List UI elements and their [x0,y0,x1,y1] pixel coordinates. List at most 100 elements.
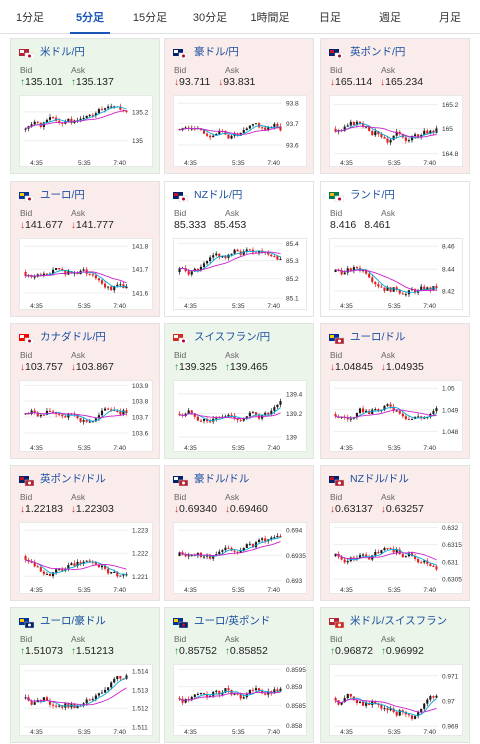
mini-candlestick-chart[interactable]: 103.9 103.8 103.7 103.6 4:35 5:35 7:40 [19,380,153,452]
bid-price: 139.325 [179,361,217,373]
candle-body [100,410,104,416]
candle-body [94,562,97,565]
candle-body [61,569,64,571]
flag-icon [173,473,189,487]
currency-pair-link[interactable]: ユーロ/英ポンド [173,613,270,629]
candle-body [178,129,181,131]
x-tick-label: 7:40 [423,303,436,310]
mini-candlestick-chart[interactable]: 93.8 93.7 93.6 4:35 5:35 7:40 [173,95,307,167]
candle-body [257,688,261,692]
x-tick-label: 4:35 [340,303,353,310]
candle-body [39,567,42,572]
price-row: ↑0.85752 ↑0.85852 [174,645,268,657]
currency-pair-link[interactable]: 英ポンド/円 [329,44,405,60]
mini-candlestick-chart[interactable]: 165.2 165 164.8 4:35 5:35 7:40 [329,95,463,167]
candle-body [224,547,227,551]
currency-card[interactable]: ユーロ/ドル Bid Ask ↓1.04845 ↓1.04935 1.05 1.0… [320,323,470,459]
candle-body [100,565,104,568]
currency-card[interactable]: 米ドル/スイスフラン Bid Ask ↑0.96872 ↑0.96992 0.9… [320,607,470,743]
bid-price: 8.416 [330,219,357,231]
currency-card[interactable]: NZドル/ドル Bid Ask ↓0.63137 ↓0.63257 0.632 0… [320,465,470,601]
currency-pair-link[interactable]: 豪ドル/ドル [173,471,249,487]
tab-5m[interactable]: 5分足 [60,0,120,34]
mini-candlestick-chart[interactable]: 85.4 85.3 85.2 85.1 4:35 5:35 7:40 [173,238,307,310]
mini-candlestick-chart[interactable]: 0.971 0.97 0.969 4:35 5:35 7:40 [329,664,463,736]
currency-card[interactable]: 英ポンド/ドル Bid Ask ↓1.22183 ↓1.22303 1.223 1… [10,465,160,601]
candle-body [202,263,206,267]
up-arrow-icon: ↑ [380,646,386,657]
x-tick-label: 7:40 [423,160,436,167]
x-tick-label: 7:40 [267,303,280,310]
candle-body [435,128,438,133]
mini-candlestick-chart[interactable]: 1.223 1.222 1.221 4:35 5:35 7:40 [19,522,153,594]
mini-candlestick-chart[interactable]: 141.8 141.7 141.6 4:35 5:35 7:40 [19,238,153,310]
candle-body [122,109,125,111]
tab-30m[interactable]: 30分足 [192,11,228,24]
mini-candlestick-chart[interactable]: 139.4 139.2 139 4:35 5:35 7:40 [173,380,307,452]
ask-label: Ask [71,634,86,644]
currency-pair-link[interactable]: NZドル/ドル [329,471,409,487]
tab-month[interactable]: 月足 [439,11,461,24]
currency-card[interactable]: 英ポンド/円 Bid Ask ↓165.114 ↓165.234 165.2 16… [320,38,470,174]
candle-body [42,273,45,276]
tab-day[interactable]: 日足 [319,11,341,24]
currency-pair-link[interactable]: 英ポンド/ドル [19,471,106,487]
currency-card[interactable]: ユーロ/英ポンド Bid Ask ↑0.85752 ↑0.85852 0.859… [164,607,314,743]
x-tick-label: 5:35 [78,729,91,736]
ask-label: Ask [225,492,240,502]
candle-body [61,705,64,708]
mini-candlestick-chart[interactable]: 1.05 1.049 1.048 4:35 5:35 7:40 [329,380,463,452]
candle-body [218,417,221,419]
mini-candlestick-chart[interactable]: 1.514 1.513 1.512 1.511 4:35 5:35 7:40 [19,664,153,736]
candle-body [380,704,383,709]
currency-pair-link[interactable]: ランド/円 [329,187,395,203]
candle-body [221,256,224,258]
currency-card[interactable]: カナダドル/円 Bid Ask ↓103.757 ↓103.867 103.9 1… [10,323,160,459]
candle-body [423,286,426,290]
currency-pair-link[interactable]: 米ドル/円 [19,44,85,60]
y-tick-label: 135 [132,138,143,145]
x-tick-label: 4:35 [184,587,197,594]
y-tick-label: 1.514 [132,668,149,675]
down-arrow-icon: ↓ [20,220,25,231]
mini-candlestick-chart[interactable]: 0.694 0.6935 0.693 4:35 5:35 7:40 [173,522,307,594]
price-row: ↓0.63137 ↓0.63257 [330,503,424,515]
candle-body [88,560,91,562]
mini-candlestick-chart[interactable]: 0.632 0.6315 0.631 0.6305 4:35 5:35 7:40 [329,522,463,594]
currency-card[interactable]: ランド/円 Bid Ask 8.416 8.461 8.46 8.44 8.42 4:… [320,181,470,317]
currency-pair-link[interactable]: 豪ドル/円 [173,44,239,60]
ma-long-line [335,409,437,419]
tab-1m[interactable]: 1分足 [15,11,45,24]
currency-pair-link[interactable]: スイスフラン/円 [173,329,270,345]
candle-body [404,416,407,420]
bid-label: Bid [20,634,33,644]
x-tick-label: 4:35 [30,160,43,167]
currency-card[interactable]: 豪ドル/ドル Bid Ask ↓0.69340 ↓0.69460 0.694 0.… [164,465,314,601]
currency-card[interactable]: 米ドル/円 Bid Ask ↑135.101 ↑135.137 135.2 135… [10,38,160,174]
tab-week[interactable]: 週足 [379,11,401,24]
candle-body [215,554,218,556]
currency-card[interactable]: 豪ドル/円 Bid Ask ↓93.711 ↓93.831 93.8 93.7 93… [164,38,314,174]
currency-card[interactable]: ユーロ/豪ドル Bid Ask ↑1.51073 ↑1.51213 1.514 1… [10,607,160,743]
bid-price: 0.69340 [179,503,217,515]
ma-short-line [25,677,127,707]
candle-body [30,124,33,127]
currency-pair-link[interactable]: ユーロ/ドル [329,329,405,345]
candle-body [107,286,110,288]
candle-body [355,412,359,418]
tab-1h[interactable]: 1時間足 [250,11,290,24]
mini-candlestick-chart[interactable]: 0.8595 0.859 0.8585 0.858 4:35 5:35 7:40 [173,664,307,736]
currency-pair-link[interactable]: ユーロ/円 [19,187,85,203]
candle-body [365,703,368,706]
currency-pair-link[interactable]: カナダドル/円 [19,329,106,345]
currency-card[interactable]: ユーロ/円 Bid Ask ↓141.677 ↓141.777 141.8 141… [10,181,160,317]
currency-pair-link[interactable]: ユーロ/豪ドル [19,613,106,629]
currency-card[interactable]: NZドル/円 Bid Ask 85.333 85.453 85.4 85.3 85.… [164,181,314,317]
ask-label: Ask [381,492,396,502]
currency-card[interactable]: スイスフラン/円 Bid Ask ↑139.325 ↑139.465 139.4… [164,323,314,459]
currency-pair-link[interactable]: 米ドル/スイスフラン [329,613,447,629]
mini-candlestick-chart[interactable]: 8.46 8.44 8.42 4:35 5:35 7:40 [329,238,463,310]
tab-15m[interactable]: 15分足 [132,11,168,24]
currency-pair-link[interactable]: NZドル/円 [173,187,242,203]
mini-candlestick-chart[interactable]: 135.2 135 4:35 5:35 7:40 [19,95,153,167]
